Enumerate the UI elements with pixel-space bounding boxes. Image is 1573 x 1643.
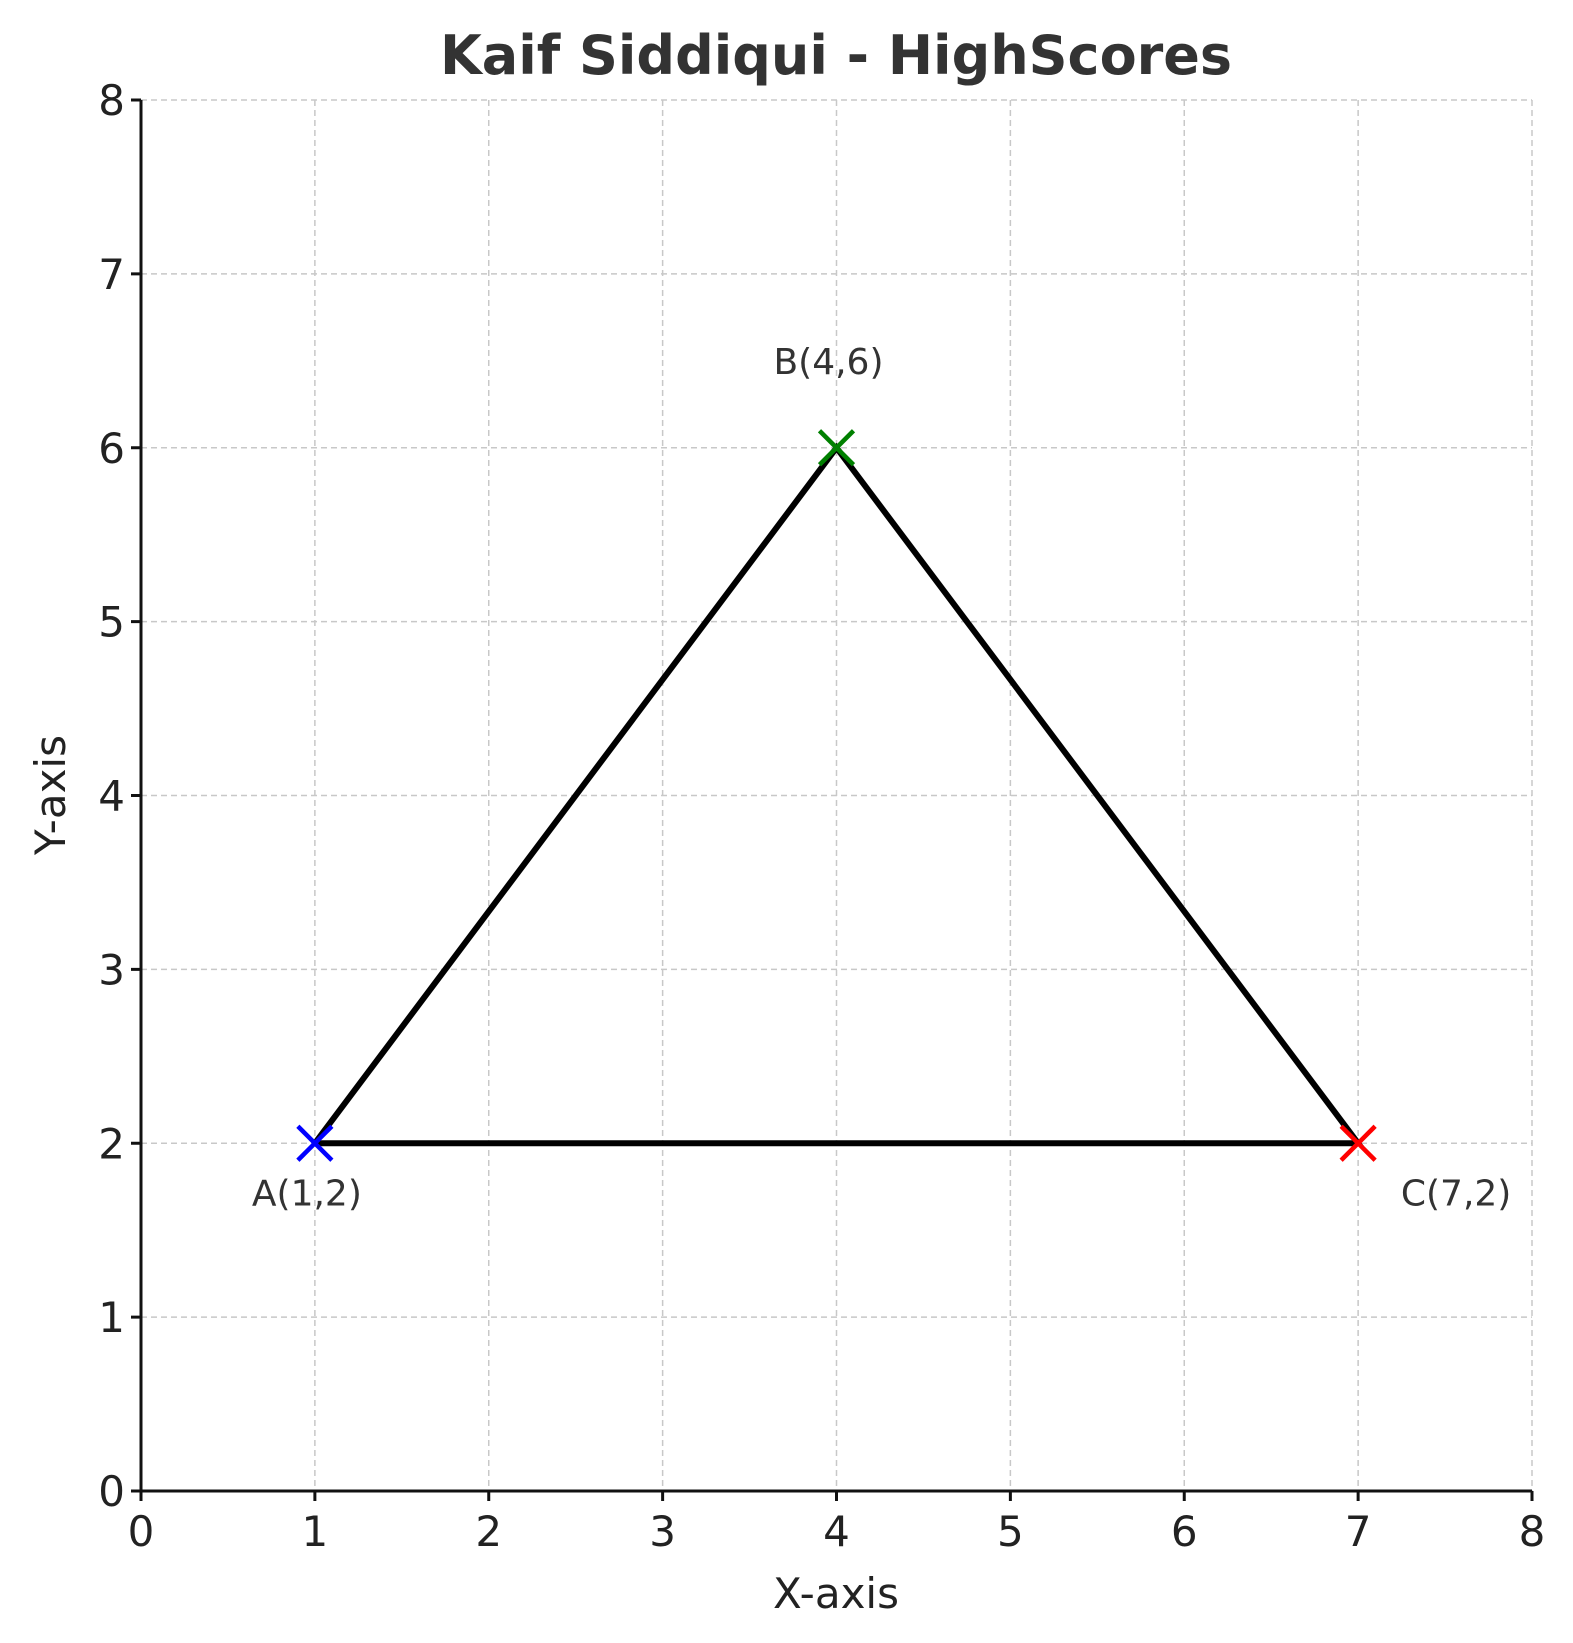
point-label: A(1,2) [252,1173,362,1214]
point-label: B(4,6) [773,342,883,383]
point-marker-b [817,429,856,467]
point-label: C(7,2) [1401,1173,1511,1214]
x-tick-label: 3 [649,1507,676,1556]
y-tick-label: 3 [98,945,125,994]
x-axis-label: X-axis [773,1569,899,1618]
y-tick-label: 7 [98,250,125,299]
y-axis-label: Y-axis [26,735,75,856]
y-tick-label: 2 [98,1119,125,1168]
y-tick-label: 5 [98,598,125,647]
x-tick-label: 8 [1519,1507,1546,1556]
triangle-outline [312,442,1365,1147]
x-tick-label: 1 [302,1507,329,1556]
x-tick-label: 5 [997,1507,1024,1556]
x-tick-label: 6 [1171,1507,1198,1556]
grid [140,99,1533,1492]
y-tick-label: 6 [98,424,125,473]
x-tick-label: 4 [823,1507,850,1556]
triangle [312,442,1365,1147]
point-marker-c [1339,1124,1377,1162]
markers: A(1,2) B(4,6) C(7,2) [252,342,1511,1215]
y-tick-label: 1 [98,1293,125,1342]
chart-title: Kaif Siddiqui - HighScores [440,24,1232,87]
x-tick-label: 7 [1345,1507,1372,1556]
y-tick-label: 0 [98,1467,125,1516]
ticks: 0 1 2 3 4 5 6 7 8 0 1 2 3 4 5 6 7 8 [98,76,1545,1556]
x-tick-label: 0 [128,1507,155,1556]
x-tick-label: 2 [475,1507,502,1556]
y-tick-label: 8 [98,76,125,125]
point-marker-a [296,1124,334,1162]
y-tick-label: 4 [98,772,125,821]
